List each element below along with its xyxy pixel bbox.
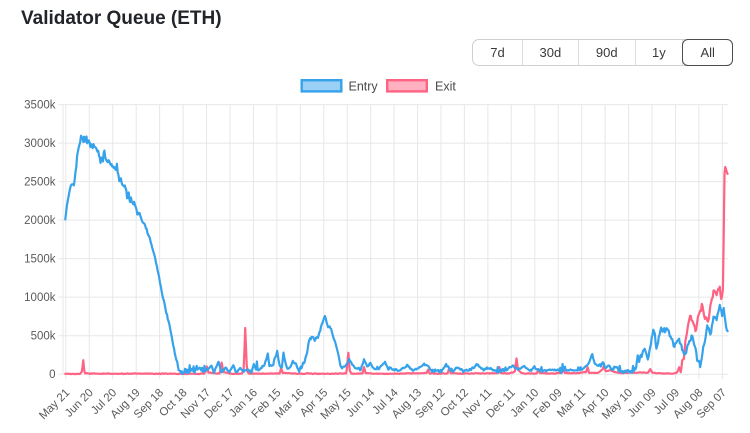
svg-text:0: 0 [49,369,55,381]
svg-text:2500k: 2500k [24,177,56,189]
svg-text:Entry: Entry [349,80,379,94]
svg-text:1500k: 1500k [24,254,56,266]
svg-text:3500k: 3500k [24,100,56,112]
svg-text:500k: 500k [31,331,56,343]
svg-text:3000k: 3000k [24,138,56,150]
svg-text:Exit: Exit [435,80,456,94]
svg-text:2000k: 2000k [24,215,56,227]
svg-text:1000k: 1000k [24,292,56,304]
